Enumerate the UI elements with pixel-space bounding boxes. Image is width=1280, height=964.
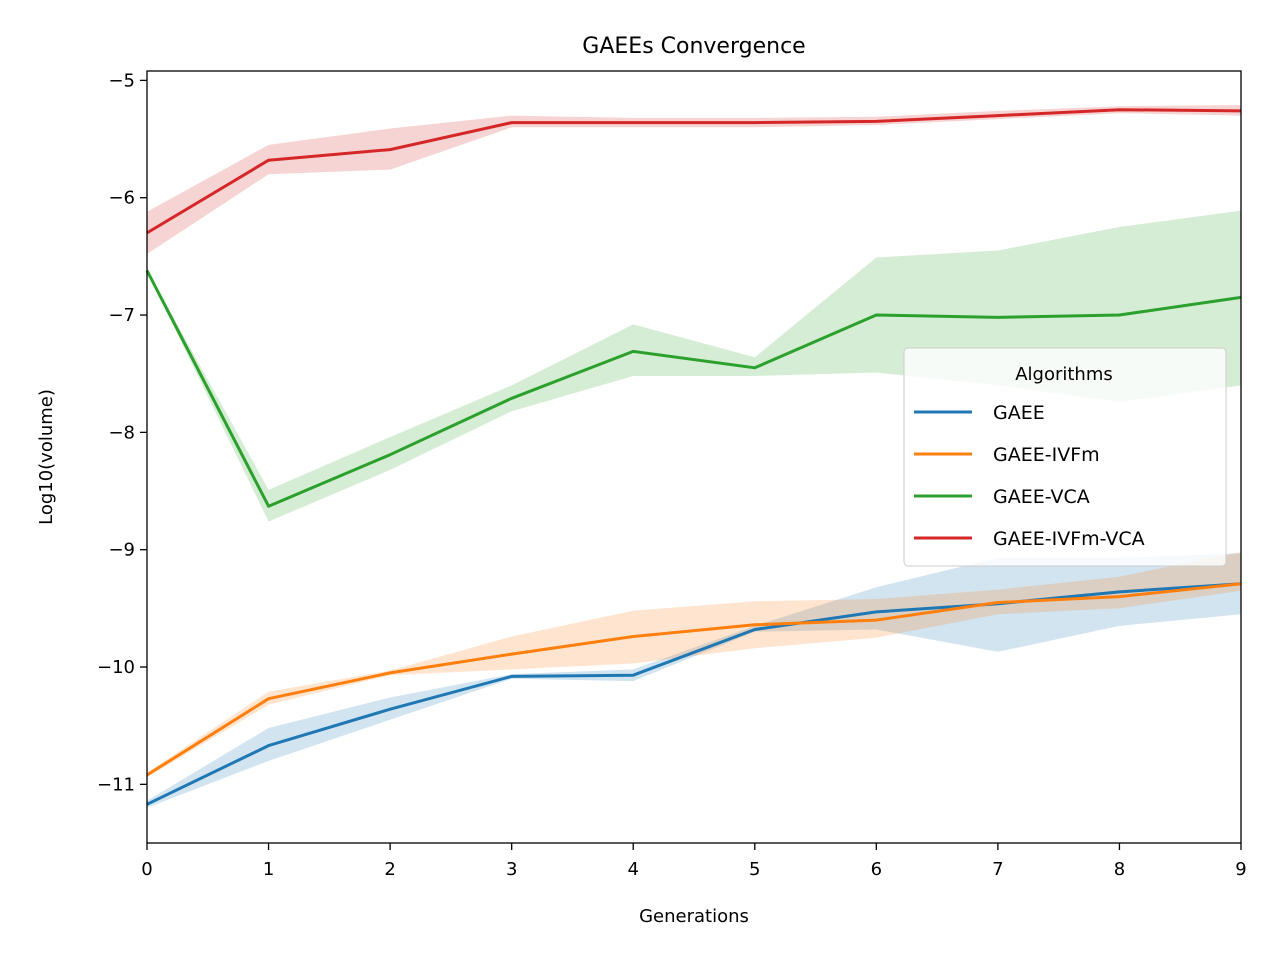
y-tick-label: −8 xyxy=(108,422,135,443)
x-axis-ticks: 0 1 2 3 4 5 6 7 8 9 xyxy=(141,843,1247,880)
legend-entries: GAEE GAEE-IVFm GAEE-VCA GAEE-IVFm-VCA xyxy=(914,402,1145,550)
legend-label-gaee-ivfm: GAEE-IVFm xyxy=(993,444,1100,466)
x-tick-label: 6 xyxy=(871,859,882,880)
legend-label-gaee-ivfm-vca: GAEE-IVFm-VCA xyxy=(993,528,1145,550)
band-gaee xyxy=(147,553,1241,808)
x-tick-label: 2 xyxy=(384,859,395,880)
x-axis-label: Generations xyxy=(639,906,749,927)
plot-frame xyxy=(146,70,1242,844)
legend-frame xyxy=(903,347,1227,567)
legend-label-gaee: GAEE xyxy=(993,402,1045,424)
series-lines xyxy=(145,108,1242,806)
y-tick-label: −10 xyxy=(97,657,135,678)
x-tick-label: 9 xyxy=(1235,859,1246,880)
band-gaee-vca xyxy=(147,210,1241,522)
line-gaee xyxy=(146,582,1242,806)
legend-label-gaee-vca: GAEE-VCA xyxy=(993,486,1090,508)
y-tick-label: −9 xyxy=(108,540,135,561)
x-tick-label: 7 xyxy=(992,859,1003,880)
legend: Algorithms GAEE GAEE-IVFm GAEE-VCA GAEE-IVF… xyxy=(903,347,1227,567)
x-tick-label: 4 xyxy=(627,859,638,880)
x-tick-label: 0 xyxy=(141,859,152,880)
y-axis-label: Log10(volume) xyxy=(36,389,57,525)
x-tick-label: 8 xyxy=(1114,859,1125,880)
line-gaee-vca xyxy=(145,269,1242,508)
y-tick-label: −11 xyxy=(97,774,135,795)
y-tick-label: −5 xyxy=(108,70,135,91)
legend-title: Algorithms xyxy=(1015,364,1113,385)
x-tick-label: 3 xyxy=(506,859,517,880)
line-gaee-ivfm-vca xyxy=(146,108,1242,235)
chart-title: GAEEs Convergence xyxy=(582,34,805,59)
x-tick-label: 5 xyxy=(749,859,760,880)
x-tick-label: 1 xyxy=(263,859,274,880)
y-axis-ticks: −5 −6 −7 −8 −9 −10 −11 xyxy=(97,70,147,795)
line-gaee-ivfm xyxy=(146,582,1242,777)
y-tick-label: −6 xyxy=(108,188,135,209)
y-tick-label: −7 xyxy=(108,305,135,326)
